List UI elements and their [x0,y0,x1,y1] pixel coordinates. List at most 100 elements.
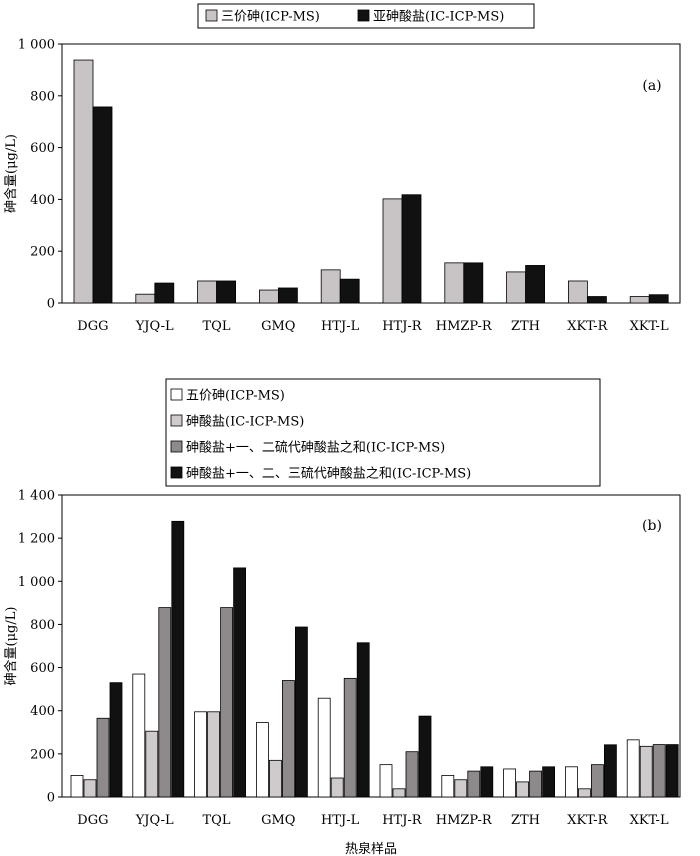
legend-label: 三价砷(ICP-MS) [221,10,320,25]
bar [83,779,97,798]
bar [542,766,555,798]
bar [277,287,298,304]
x-tick-label: XKT-R [567,813,608,828]
legend-label: 亚砷酸盐(IC-ICP-MS) [373,10,504,25]
x-tick-label: ZTH [511,813,540,828]
bar [135,293,156,304]
y-axis-title: 砷含量(μg/L) [3,134,19,213]
bar [317,697,331,798]
legend-label: 砷酸盐+一、二硫代砷酸盐之和(IC-ICP-MS) [186,441,445,456]
bar [73,59,94,304]
bar [171,520,185,798]
x-tick-label: GMQ [261,813,295,828]
bar [665,744,679,798]
panel-label: (b) [642,518,662,534]
bar [568,280,588,304]
y-tick-label: 1 200 [18,532,55,547]
y-tick-label: 400 [30,704,55,719]
x-tick-label: XKT-R [567,319,608,334]
x-tick-label: HTJ-R [382,319,423,334]
bar [132,673,146,798]
bar [503,768,517,798]
x-tick-label: YJQ-L [135,813,174,828]
bar [648,294,669,304]
bar [441,775,455,798]
y-tick-label: 200 [30,747,55,762]
y-tick-label: 0 [47,791,55,806]
bar [258,289,279,304]
bar [629,296,650,304]
x-tick-label: HTJ-L [321,319,360,334]
bar [401,194,422,304]
bar [330,777,344,798]
bar [194,711,208,798]
y-axis-title: 砷含量(μg/L) [3,607,19,686]
bar [158,607,172,798]
bar [216,280,237,304]
bar [255,722,269,798]
plot-frame [61,43,681,304]
bar [233,567,247,798]
legend-swatch [170,466,183,479]
x-tick-label: DGG [77,813,108,828]
bar [525,265,545,304]
legend-box [165,378,601,487]
bar [96,717,110,798]
bar [591,764,604,798]
bar [444,262,465,304]
x-tick-label: TQL [203,813,231,828]
x-tick-label: DGG [77,319,108,334]
bar [405,751,419,798]
bar [92,106,113,304]
bar [343,677,357,798]
bar [578,788,591,798]
bar [418,715,432,798]
legend-label: 砷酸盐+一、二、三硫代砷酸盐之和(IC-ICP-MS) [186,467,471,482]
bar [320,269,341,304]
legend-swatch [170,440,183,453]
bar [382,198,403,304]
x-tick-label: TQL [203,319,231,334]
bar [294,626,308,798]
bar [207,711,221,798]
x-tick-label: HMZP-R [436,319,493,334]
bar [339,278,360,304]
bar [463,262,484,304]
x-axis-title: 热泉样品 [345,841,397,856]
legend-swatch [170,388,183,401]
bar [220,607,234,798]
legend-label: 五价砷(ICP-MS) [186,389,285,404]
y-tick-label: 1 000 [18,575,55,590]
y-tick-label: 800 [30,89,55,104]
bar [281,680,295,798]
bar [626,739,640,798]
bar [639,745,653,798]
bar [392,788,406,798]
legend-swatch [205,9,218,22]
chart-panel-b: 0 200 400 600 800 1 000 1 200 1 400 砷含量(μg/L) DGG… [3,378,681,856]
bar [506,271,527,304]
legend-box [197,3,535,29]
bar [480,766,494,798]
x-tick-label: HTJ-R [382,813,423,828]
bar [454,779,468,798]
y-tick-label: 0 [47,297,55,312]
bar [109,682,123,798]
y-tick-label: 600 [30,141,55,156]
plot-frame [61,494,681,798]
panel-label: (a) [642,78,661,94]
y-tick-label: 1 000 [18,38,55,53]
bar [587,296,607,304]
x-tick-label: XKT-L [630,813,669,828]
bar [154,282,175,304]
bar [356,642,370,798]
y-tick-label: 200 [30,245,55,260]
bar [652,744,666,798]
x-tick-label: ZTH [511,319,540,334]
bar [516,781,529,798]
y-tick-label: 800 [30,618,55,633]
bar [379,764,393,798]
x-tick-label: HMZP-R [436,813,493,828]
x-tick-label: XKT-L [630,319,669,334]
